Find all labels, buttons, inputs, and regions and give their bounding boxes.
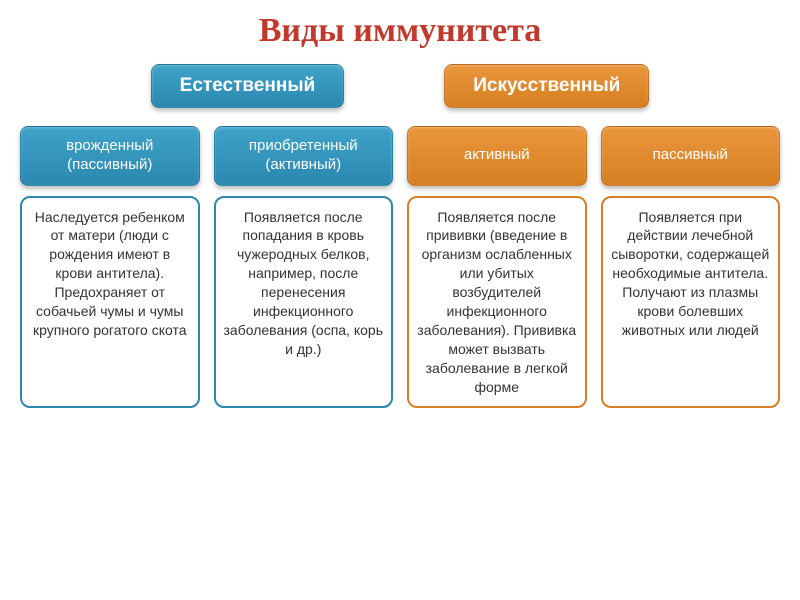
desc-innate: Наследуется ребенком от матери (люди с р…	[20, 196, 200, 409]
desc-passive: Появляется при действии лечебной сыворот…	[601, 196, 781, 409]
diagram-container: Виды иммунитета Естественный Искусственн…	[0, 0, 800, 600]
category-row: Естественный Искусственный	[20, 64, 780, 108]
description-row: Наследуется ребенком от матери (люди с р…	[20, 196, 780, 409]
subtype-acquired: приобретенный (активный)	[214, 126, 394, 186]
category-artificial: Искусственный	[444, 64, 649, 108]
desc-acquired: Появляется после попадания в кровь чужер…	[214, 196, 394, 409]
category-natural: Естественный	[151, 64, 345, 108]
subtype-passive: пассивный	[601, 126, 781, 186]
desc-active: Появляется после прививки (введение в ор…	[407, 196, 587, 409]
subtype-innate: врожденный (пассивный)	[20, 126, 200, 186]
subtype-row: врожденный (пассивный) приобретенный (ак…	[20, 126, 780, 186]
subtype-active: активный	[407, 126, 587, 186]
page-title: Виды иммунитета	[20, 12, 780, 50]
